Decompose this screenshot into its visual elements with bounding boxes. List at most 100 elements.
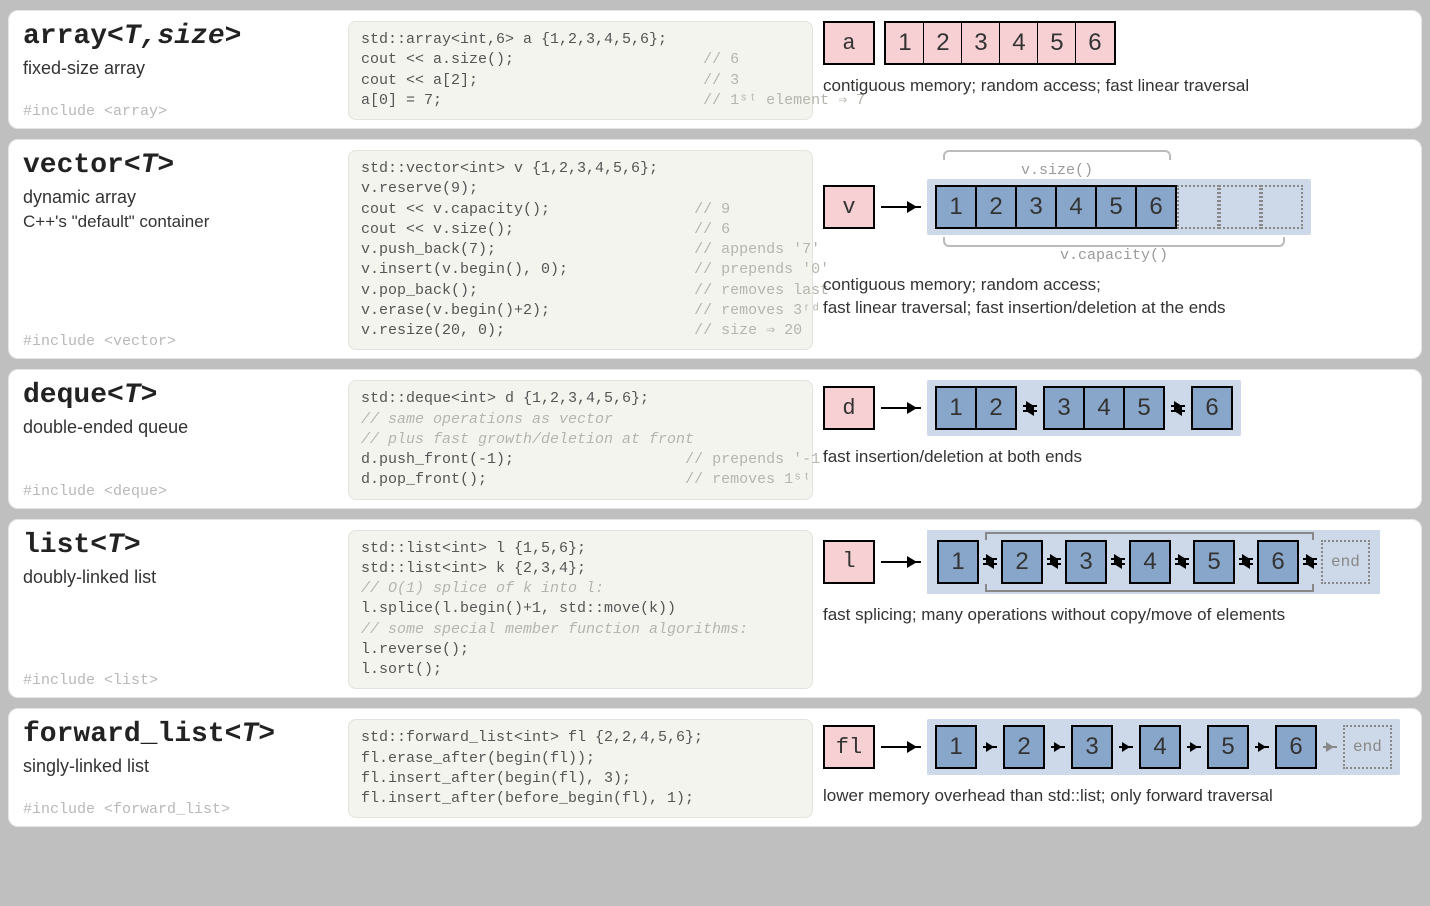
data-cell: 4 — [1055, 185, 1097, 229]
code-line: v.reserve(9); — [361, 179, 800, 199]
data-cell: 5 — [1193, 540, 1235, 584]
deque-chunk: 6 — [1191, 386, 1233, 430]
data-cell: 2 — [923, 21, 963, 65]
reserved-cell — [1219, 185, 1261, 229]
container-subtitle: double-ended queue — [23, 417, 338, 438]
code-block: std::vector<int> v {1,2,3,4,5,6};v.reser… — [348, 150, 813, 350]
container-label: d — [823, 386, 875, 430]
data-cell: 4 — [1139, 725, 1181, 769]
container-card-vector: vector<T> dynamic array C++'s "default" co… — [8, 139, 1422, 359]
container-label: fl — [823, 725, 875, 769]
container-card-deque: deque<T>double-ended queue#include <dequ… — [8, 369, 1422, 508]
data-cell: 6 — [1257, 540, 1299, 584]
container-label: l — [823, 540, 875, 584]
data-cell: 3 — [961, 21, 1001, 65]
container-card-array: array<T,size> fixed-size array #include <a… — [8, 10, 1422, 129]
data-cell: 5 — [1037, 21, 1077, 65]
node-link — [983, 558, 997, 565]
deque-chunk: 345 — [1043, 386, 1165, 430]
data-cell: 6 — [1135, 185, 1177, 229]
reserved-cell — [1261, 185, 1303, 229]
container-label: a — [823, 21, 875, 65]
data-cell: 2 — [1003, 725, 1045, 769]
include-directive: #include <vector> — [23, 327, 338, 350]
code-block: std::deque<int> d {1,2,3,4,5,6};// same … — [348, 380, 813, 499]
chunk-link — [1023, 405, 1037, 412]
data-cell: 4 — [1083, 386, 1125, 430]
card-left: vector<T> dynamic array C++'s "default" co… — [23, 150, 338, 350]
node-link — [1047, 558, 1061, 565]
container-description: lower memory overhead than std::list; on… — [823, 785, 1407, 808]
diagram: d123456 — [823, 380, 1407, 436]
card-right: a 123456 contiguous memory; random access… — [823, 21, 1407, 120]
data-cell: 4 — [999, 21, 1039, 65]
deque-storage: 123456 — [927, 380, 1241, 436]
chunk-link — [1171, 405, 1185, 412]
card-middle: std::deque<int> d {1,2,3,4,5,6};// same … — [348, 380, 813, 499]
code-line: fl.insert_after(before_begin(fl), 1); — [361, 789, 800, 809]
code-line: v.resize(20, 0); // size ⇒ 20 — [361, 321, 800, 341]
container-subtitle: fixed-size array — [23, 58, 338, 79]
array-cells: 123456 — [884, 21, 1116, 65]
code-line: v.insert(v.begin(), 0); // prepends '0' — [361, 260, 800, 280]
data-cell: 1 — [935, 725, 977, 769]
loopback-top — [985, 532, 1314, 540]
end-sentinel: end — [1343, 725, 1392, 769]
container-subtitle: C++'s "default" container — [23, 212, 338, 232]
container-title: deque<T> — [23, 380, 338, 411]
diagram: fl123456end — [823, 719, 1407, 775]
vector-storage: 123456 — [927, 179, 1311, 235]
end-link — [1323, 746, 1337, 748]
card-middle: std::list<int> l {1,5,6};std::list<int> … — [348, 530, 813, 690]
code-line: v.pop_back(); // removes last — [361, 281, 800, 301]
code-line: std::list<int> k {2,3,4}; — [361, 559, 800, 579]
pointer-arrow — [881, 206, 921, 208]
code-block: std::forward_list<int> fl {2,2,4,5,6};fl… — [348, 719, 813, 818]
data-cell: 3 — [1043, 386, 1085, 430]
code-line: std::array<int,6> a {1,2,3,4,5,6}; — [361, 30, 800, 50]
container-subtitle: dynamic array — [23, 187, 338, 208]
code-line: cout << a[2]; // 3 — [361, 71, 800, 91]
node-link — [1051, 746, 1065, 748]
loopback-bot — [985, 584, 1314, 592]
container-description: contiguous memory; random access; fast l… — [823, 75, 1407, 98]
node-link — [1255, 746, 1269, 748]
diagram: v.size()v123456v.capacity() — [823, 150, 1407, 264]
container-description: fast splicing; many operations without c… — [823, 604, 1407, 627]
data-cell: 3 — [1065, 540, 1107, 584]
node-link — [1111, 558, 1125, 565]
container-label: v — [823, 185, 875, 229]
data-cell: 2 — [975, 185, 1017, 229]
data-cell: 2 — [1001, 540, 1043, 584]
size-brace: v.size() — [943, 150, 1171, 179]
code-line: d.pop_front(); // removes 1ˢᵗ — [361, 470, 800, 490]
card-middle: std::array<int,6> a {1,2,3,4,5,6};cout <… — [348, 21, 813, 120]
card-middle: std::vector<int> v {1,2,3,4,5,6};v.reser… — [348, 150, 813, 350]
data-cell: 3 — [1071, 725, 1113, 769]
include-directive: #include <array> — [23, 97, 338, 120]
data-cell: 6 — [1191, 386, 1233, 430]
code-block: std::list<int> l {1,5,6};std::list<int> … — [348, 530, 813, 690]
code-block: std::array<int,6> a {1,2,3,4,5,6};cout <… — [348, 21, 813, 120]
container-title: vector<T> — [23, 150, 338, 181]
code-line: std::deque<int> d {1,2,3,4,5,6}; — [361, 389, 800, 409]
container-subtitle: singly-linked list — [23, 756, 338, 777]
code-line: // some special member function algorith… — [361, 620, 800, 640]
container-subtitle: doubly-linked list — [23, 567, 338, 588]
diagram: a 123456 — [823, 21, 1407, 65]
container-title: forward_list<T> — [23, 719, 338, 750]
code-line: std::vector<int> v {1,2,3,4,5,6}; — [361, 159, 800, 179]
node-link — [983, 746, 997, 748]
diagram: l123456end — [823, 530, 1407, 594]
data-cell: 3 — [1015, 185, 1057, 229]
card-left: array<T,size> fixed-size array #include <a… — [23, 21, 338, 120]
data-cell: 1 — [937, 540, 979, 584]
card-right: l123456endfast splicing; many operations… — [823, 530, 1407, 690]
data-cell: 5 — [1207, 725, 1249, 769]
code-line: fl.erase_after(begin(fl)); — [361, 749, 800, 769]
reserved-cell — [1177, 185, 1219, 229]
card-left: forward_list<T>singly-linked list#includ… — [23, 719, 338, 818]
container-title: array<T,size> — [23, 21, 338, 52]
data-cell: 1 — [935, 185, 977, 229]
code-line: a[0] = 7; // 1ˢᵗ element ⇒ 7 — [361, 91, 800, 111]
